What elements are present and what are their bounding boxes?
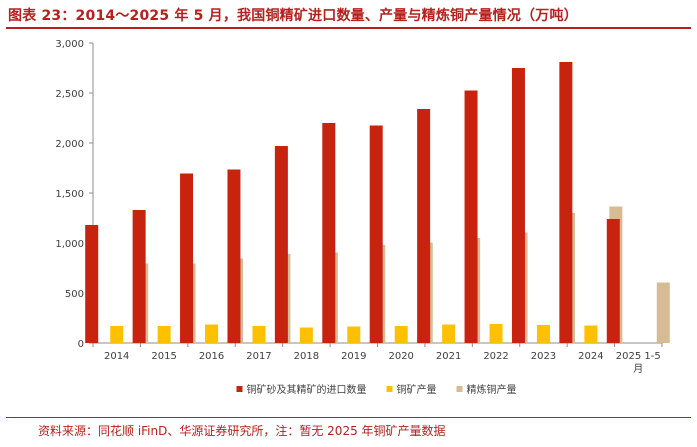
bar-mine-output — [394, 326, 408, 343]
x-tick-label: 2017 — [246, 351, 271, 362]
bar-import — [559, 62, 573, 343]
x-tick-label: 2025 1-5 月 — [616, 351, 661, 375]
source-rule — [6, 417, 691, 418]
bar-mine-output — [489, 324, 503, 343]
bar-mine-output — [584, 325, 598, 343]
bar-mine-output — [299, 327, 313, 343]
x-tick-label: 2014 — [104, 351, 129, 362]
bar-refined-output — [656, 282, 670, 343]
x-tick-label: 2015 — [151, 351, 176, 362]
x-tick-label: 2020 — [388, 351, 413, 362]
legend: 铜矿砂及其精矿的进口数量 铜矿产量 精炼铜产量 — [236, 383, 517, 396]
bar-mine-output — [536, 325, 550, 343]
legend-import-label: 铜矿砂及其精矿的进口数量 — [247, 383, 367, 396]
bar-import — [132, 210, 146, 343]
legend-mine-output-swatch — [386, 386, 393, 392]
legend-import-swatch — [236, 386, 243, 392]
bar-mine-output — [157, 326, 171, 343]
y-tick-label: 0 — [78, 339, 84, 350]
x-tick-label: 2022 — [483, 351, 508, 362]
bar-mine-output — [442, 324, 456, 343]
bar-import — [464, 90, 478, 343]
x-tick-label: 2018 — [294, 351, 319, 362]
x-tick-label: 2024 — [578, 351, 603, 362]
source-note: 资料来源：同花顺 iFinD、华源证券研究所，注：暂无 2025 年铜矿产量数据 — [38, 424, 446, 438]
y-tick-label: 2,500 — [55, 89, 84, 100]
bars — [85, 62, 670, 343]
bar-import — [369, 125, 383, 343]
y-tick-label: 2,000 — [55, 139, 84, 150]
title-rule — [6, 27, 691, 29]
y-tick-label: 500 — [65, 289, 84, 300]
bar-import — [511, 68, 525, 343]
legend-mine-output-label: 铜矿产量 — [397, 383, 437, 396]
bar-import — [227, 169, 241, 343]
bar-import — [180, 173, 194, 343]
bar-import — [322, 123, 336, 343]
x-tick-label: 2021 — [436, 351, 461, 362]
bar-import — [274, 146, 288, 343]
figure-title: 图表 23：2014～2025 年 5 月，我国铜精矿进口数量、产量与精炼铜产量… — [8, 8, 578, 24]
y-tick-label: 3,000 — [55, 39, 84, 50]
bar-import — [417, 109, 431, 343]
x-tick-label: 2019 — [341, 351, 366, 362]
legend-refined-output-swatch — [456, 386, 463, 392]
y-tick-label: 1,500 — [55, 189, 84, 200]
bar-mine-output — [110, 326, 124, 343]
bar-mine-output — [252, 326, 266, 343]
bar-mine-output — [347, 326, 361, 343]
y-tick-label: 1,000 — [55, 239, 84, 250]
x-tick-label: 2023 — [531, 351, 556, 362]
legend-refined-output-label: 精炼铜产量 — [467, 383, 517, 396]
bar-mine-output — [205, 324, 219, 343]
bar-import — [85, 225, 99, 343]
bar-import — [606, 219, 620, 343]
x-tick-label: 2016 — [199, 351, 224, 362]
x-tick-labels: 2014 2015 2016 2017 2018 2019 2020 2021 2022 2023… — [104, 351, 661, 375]
